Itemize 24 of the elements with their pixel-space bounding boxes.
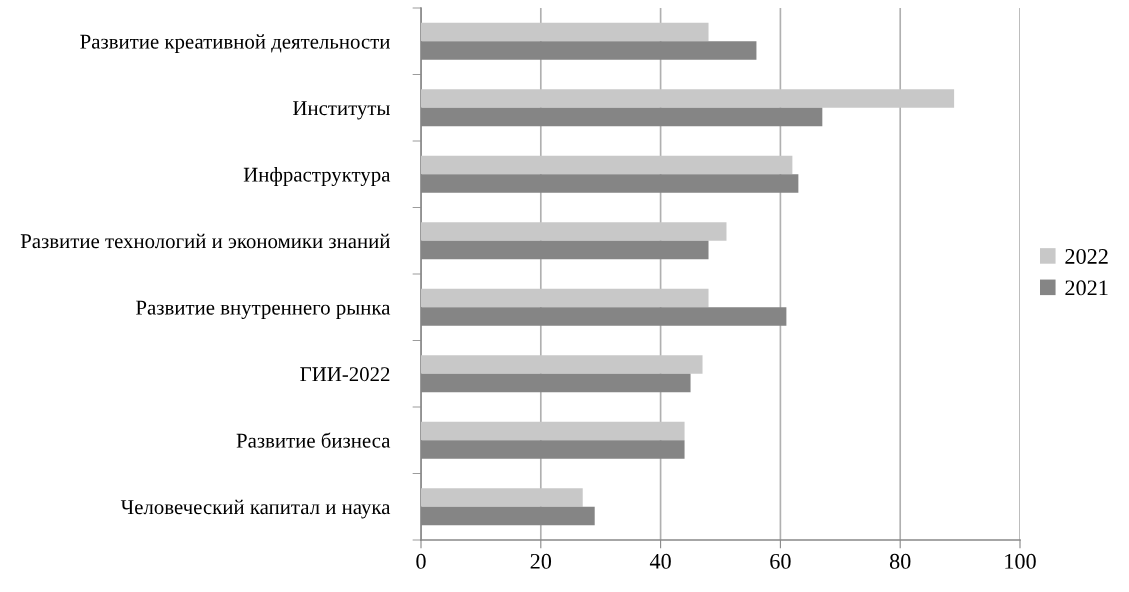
x-tick-label: 100 bbox=[1005, 553, 1036, 569]
y-tick-label: Институты bbox=[293, 101, 390, 120]
x-tick-label: 0 bbox=[416, 553, 426, 569]
bar bbox=[421, 22, 709, 42]
bar bbox=[421, 222, 727, 241]
x-tick-label: 80 bbox=[889, 553, 911, 569]
y-tick-label: Человеческий капитал и наука bbox=[120, 499, 391, 519]
bar bbox=[421, 355, 703, 374]
legend-label: 2021 bbox=[1065, 280, 1108, 296]
x-tick-label: 40 bbox=[649, 553, 671, 569]
y-tick-label: Развитие креативной деятельности bbox=[80, 34, 390, 53]
y-tick-label: Развитие внутреннего рынка bbox=[136, 300, 391, 319]
legend-label: 2022 bbox=[1065, 248, 1108, 264]
y-tick-label: Развитие технологий и экономики знаний bbox=[20, 233, 390, 249]
bar bbox=[421, 89, 955, 108]
bar bbox=[421, 488, 583, 507]
bar bbox=[421, 155, 793, 175]
bar bbox=[421, 288, 709, 308]
x-tick-label: 60 bbox=[770, 553, 791, 569]
y-tick-label: Развитие бизнеса bbox=[236, 432, 391, 448]
bar bbox=[421, 421, 685, 441]
y-tick-label: Инфраструктура bbox=[243, 167, 391, 186]
y-tick-label: ГИИ-2022 bbox=[300, 367, 390, 382]
x-tick-label: 20 bbox=[530, 553, 552, 569]
